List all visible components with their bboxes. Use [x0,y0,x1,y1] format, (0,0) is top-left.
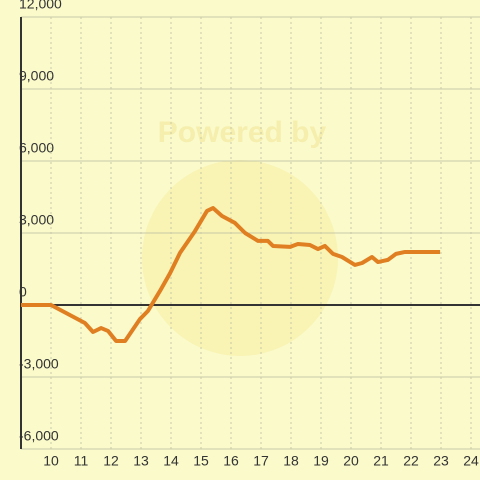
x-tick-label: 23 [433,453,449,469]
x-tick-label: 16 [223,453,239,469]
x-tick-label: 15 [193,453,209,469]
x-tick-label: 13 [133,453,149,469]
x-tick-label: 21 [373,453,389,469]
x-tick-label: 20 [343,453,359,469]
x-tick-label: 10 [43,453,59,469]
y-tick-label: 12,000 [19,0,62,12]
x-tick-label: 11 [74,453,89,469]
watermark-logo [142,160,338,356]
x-tick-label: 17 [253,453,269,469]
watermark: Powered by [158,116,327,149]
y-tick-label: -3,000 [19,356,59,372]
x-tick-label: 19 [313,453,329,469]
x-tick-label: 14 [163,453,179,469]
x-tick-label: 12 [103,453,119,469]
y-tick-label: -6,000 [19,428,59,444]
y-tick-label: 0 [19,284,27,300]
x-tick-label: 24 [463,453,479,469]
y-tick-label: 9,000 [19,68,54,84]
x-tick-label: 22 [403,453,419,469]
line [21,206,441,343]
x-tick-label: 18 [283,453,299,469]
y-tick-label: 6,000 [19,140,54,156]
y-tick-label: 3,000 [19,212,54,228]
